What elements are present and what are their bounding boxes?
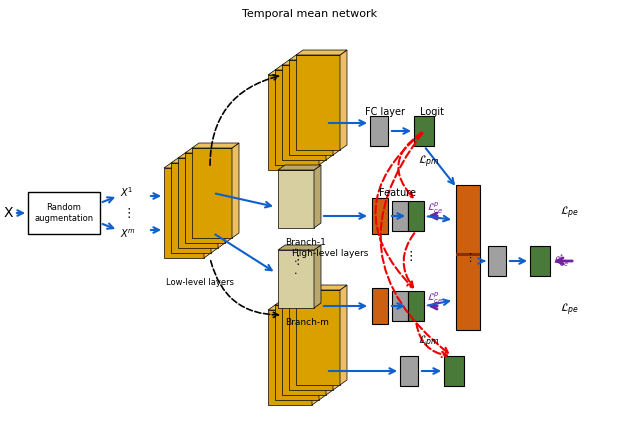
Polygon shape — [333, 55, 340, 155]
Polygon shape — [268, 305, 319, 310]
Text: FC layer: FC layer — [365, 107, 405, 117]
Polygon shape — [185, 153, 225, 243]
Text: $\mathcal{L}_{pm}$: $\mathcal{L}_{pm}$ — [418, 334, 440, 350]
Bar — [400, 356, 418, 386]
Polygon shape — [296, 290, 340, 385]
Text: High-level layers: High-level layers — [292, 248, 368, 257]
Polygon shape — [192, 148, 232, 238]
Polygon shape — [289, 55, 340, 60]
Text: Low-level layers: Low-level layers — [166, 278, 234, 287]
Polygon shape — [296, 50, 347, 55]
Polygon shape — [340, 50, 347, 150]
Text: $\mathcal{L}_{pe}$: $\mathcal{L}_{pe}$ — [560, 205, 579, 221]
Text: $X^m$: $X^m$ — [120, 228, 136, 240]
Bar — [456, 185, 480, 330]
Polygon shape — [164, 168, 204, 258]
Bar — [372, 288, 388, 324]
Bar — [370, 116, 388, 146]
Polygon shape — [218, 153, 225, 248]
Polygon shape — [275, 65, 326, 70]
Text: Branch-m: Branch-m — [285, 318, 329, 327]
Text: $X^1$: $X^1$ — [120, 185, 134, 199]
Polygon shape — [278, 165, 321, 170]
Polygon shape — [278, 250, 314, 308]
Polygon shape — [282, 295, 333, 300]
Polygon shape — [178, 158, 218, 248]
Polygon shape — [289, 295, 333, 390]
Polygon shape — [319, 65, 326, 165]
Polygon shape — [312, 305, 319, 405]
Text: $\cdot$
$\cdot$
$\cdot$: $\cdot$ $\cdot$ $\cdot$ — [293, 243, 297, 276]
Polygon shape — [268, 310, 312, 405]
Polygon shape — [225, 148, 232, 243]
Bar — [28, 192, 100, 234]
Bar — [530, 246, 550, 276]
Polygon shape — [275, 300, 326, 305]
Text: Random
augmentation: Random augmentation — [35, 203, 93, 223]
Polygon shape — [164, 163, 211, 168]
Bar — [372, 198, 388, 234]
Text: $\vdots$: $\vdots$ — [464, 251, 472, 265]
Polygon shape — [275, 70, 319, 165]
Polygon shape — [278, 245, 321, 250]
Text: $\mathcal{L}_{ce}^{p}$: $\mathcal{L}_{ce}^{p}$ — [427, 290, 444, 306]
Text: $\vdots$: $\vdots$ — [404, 249, 412, 263]
Text: X: X — [3, 206, 13, 220]
Text: $\mathcal{L}_{pm}$: $\mathcal{L}_{pm}$ — [418, 154, 440, 170]
Polygon shape — [340, 285, 347, 385]
Text: $\vdots$: $\vdots$ — [122, 206, 131, 220]
Bar — [408, 201, 424, 231]
Polygon shape — [204, 163, 211, 258]
Text: $\mathcal{L}_{ce}^{t}$: $\mathcal{L}_{ce}^{t}$ — [553, 253, 570, 269]
Polygon shape — [275, 305, 319, 400]
Bar — [408, 291, 424, 321]
Polygon shape — [326, 295, 333, 395]
Polygon shape — [289, 290, 340, 295]
Text: Branch-1: Branch-1 — [285, 238, 326, 247]
Polygon shape — [192, 143, 239, 148]
Polygon shape — [282, 300, 326, 395]
Text: $\mathcal{L}_{ce}^{p}$: $\mathcal{L}_{ce}^{p}$ — [427, 200, 444, 216]
Bar — [392, 201, 408, 231]
Polygon shape — [312, 70, 319, 170]
Polygon shape — [296, 55, 340, 150]
Text: Feature: Feature — [380, 188, 417, 198]
Polygon shape — [232, 143, 239, 238]
Polygon shape — [282, 60, 333, 65]
Polygon shape — [185, 148, 232, 153]
Polygon shape — [268, 75, 312, 170]
Polygon shape — [211, 158, 218, 253]
Polygon shape — [268, 70, 319, 75]
Polygon shape — [314, 165, 321, 228]
Text: $\mathcal{L}_{pe}$: $\mathcal{L}_{pe}$ — [560, 302, 579, 318]
Polygon shape — [178, 153, 225, 158]
Bar — [488, 246, 506, 276]
Text: $\vdots$: $\vdots$ — [291, 253, 300, 267]
Bar — [414, 116, 434, 146]
Polygon shape — [333, 290, 340, 390]
Polygon shape — [289, 60, 333, 155]
Polygon shape — [171, 158, 218, 163]
Polygon shape — [296, 285, 347, 290]
Polygon shape — [171, 163, 211, 253]
Bar — [392, 291, 408, 321]
Bar — [444, 356, 464, 386]
Polygon shape — [326, 60, 333, 160]
Polygon shape — [282, 65, 326, 160]
Bar — [456, 253, 480, 256]
Polygon shape — [278, 170, 314, 228]
Polygon shape — [314, 245, 321, 308]
Text: Temporal mean network: Temporal mean network — [243, 9, 378, 19]
Polygon shape — [319, 300, 326, 400]
Text: Logit: Logit — [420, 107, 444, 117]
